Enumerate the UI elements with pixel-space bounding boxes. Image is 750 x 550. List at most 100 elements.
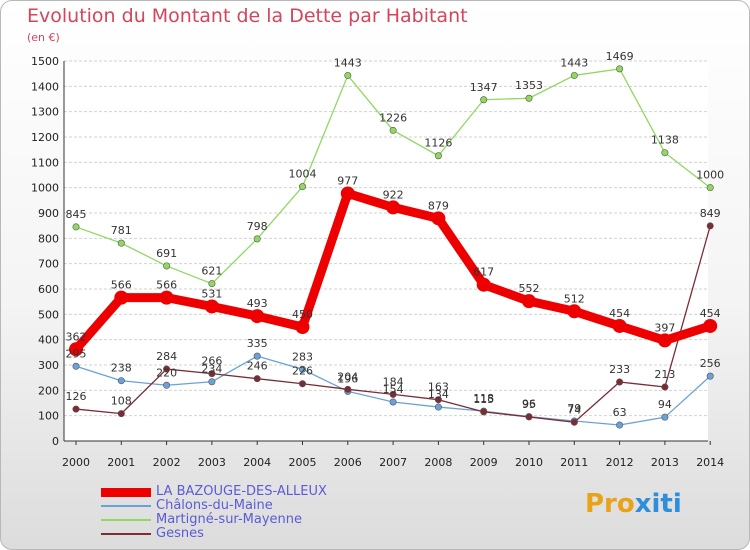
legend-item: Gesnes: [101, 527, 327, 541]
data-point: [208, 280, 216, 288]
y-tick-label: 600: [38, 283, 59, 296]
legend-swatch: [101, 505, 151, 507]
y-tick-label: 0: [52, 435, 59, 448]
x-tick-label: 2001: [107, 456, 135, 469]
data-point: [661, 383, 669, 391]
legend-label: LA BAZOUGE-DES-ALLEUX: [156, 484, 327, 499]
data-point: [389, 126, 397, 134]
data-label: 617: [473, 266, 494, 279]
data-label: 115: [473, 393, 494, 406]
x-tick-label: 2006: [334, 456, 362, 469]
data-point: [72, 362, 80, 370]
data-label: 1353: [515, 79, 543, 92]
data-point: [298, 380, 306, 388]
data-point: [522, 294, 536, 309]
data-point: [612, 318, 627, 333]
data-point: [434, 403, 442, 411]
data-point: [298, 183, 306, 191]
x-tick-label: 2003: [198, 456, 226, 469]
data-label: 126: [66, 390, 87, 403]
data-point: [253, 352, 261, 360]
data-point: [476, 277, 491, 292]
data-label: 621: [201, 265, 222, 278]
brand-logo-part1: Pro: [585, 489, 635, 519]
x-tick-label: 2008: [424, 456, 452, 469]
data-point: [295, 320, 310, 334]
data-label: 335: [247, 337, 268, 350]
x-tick-label: 2004: [243, 456, 271, 469]
y-tick-label: 1400: [31, 80, 59, 93]
legend-item: LA BAZOUGE-DES-ALLEUX: [101, 485, 327, 499]
data-point: [208, 378, 216, 386]
data-label: 566: [111, 279, 132, 292]
data-label: 108: [111, 395, 132, 408]
data-label: 266: [201, 355, 222, 368]
data-point: [72, 223, 80, 231]
y-tick-label: 700: [38, 258, 59, 271]
x-tick-label: 2014: [696, 456, 724, 469]
data-label: 512: [564, 292, 585, 305]
data-point: [389, 390, 397, 398]
legend-label: Martigné-sur-Mayenne: [156, 512, 302, 527]
data-label: 204: [337, 370, 358, 383]
data-label: 1000: [696, 169, 724, 182]
data-label: 196: [337, 372, 358, 385]
chart-subtitle: (en €): [27, 31, 60, 44]
x-tick-label: 2013: [651, 456, 679, 469]
data-point: [253, 235, 261, 243]
data-point: [706, 372, 714, 380]
data-label: 1226: [379, 111, 407, 124]
data-label: 226: [292, 365, 313, 378]
data-label: 781: [111, 224, 132, 237]
y-tick-label: 1500: [31, 55, 59, 68]
data-label: 74: [567, 403, 581, 416]
x-tick-label: 2002: [153, 456, 181, 469]
x-tick-label: 2010: [515, 456, 543, 469]
data-label: 1126: [424, 137, 452, 150]
data-label: 691: [156, 247, 177, 260]
data-label: 79: [567, 402, 581, 415]
data-label: 454: [609, 307, 630, 320]
data-point: [657, 333, 672, 348]
chart-title: Evolution du Montant de la Dette par Hab…: [27, 5, 468, 27]
y-tick-label: 900: [38, 207, 59, 220]
data-label: 566: [156, 279, 177, 292]
data-label: 849: [700, 207, 721, 220]
y-tick-label: 1300: [31, 106, 59, 119]
data-point: [480, 96, 488, 104]
data-label: 118: [473, 392, 494, 405]
legend-label: Gesnes: [156, 526, 204, 541]
data-point: [117, 377, 125, 385]
data-label: 238: [111, 362, 132, 375]
brand-logo-part2: xiti: [634, 489, 682, 519]
data-point: [616, 65, 624, 73]
data-label: 96: [522, 398, 536, 411]
data-label: 879: [428, 199, 449, 212]
data-point: [163, 262, 171, 270]
data-label: 1469: [606, 50, 634, 63]
legend-label: Châlons-du-Maine: [156, 498, 273, 513]
data-label: 531: [201, 287, 222, 300]
data-point: [117, 239, 125, 247]
data-point: [386, 200, 401, 215]
data-point: [253, 375, 261, 383]
data-point: [570, 71, 578, 79]
data-label: 362: [66, 330, 87, 343]
data-point: [340, 186, 355, 201]
legend-item: Martigné-sur-Mayenne: [101, 513, 327, 527]
legend-swatch: [101, 519, 151, 521]
y-tick-label: 500: [38, 308, 59, 321]
data-point: [344, 385, 352, 393]
data-label: 454: [700, 307, 721, 320]
data-label: 154: [383, 383, 404, 396]
data-label: 1443: [560, 56, 588, 69]
data-point: [163, 381, 171, 389]
legend: LA BAZOUGE-DES-ALLEUX Châlons-du-Maine Mar…: [101, 485, 327, 541]
y-tick-label: 1200: [31, 131, 59, 144]
legend-swatch: [101, 533, 151, 535]
data-label: 1004: [289, 168, 317, 181]
data-label: 552: [519, 282, 540, 295]
data-label: 295: [66, 347, 87, 360]
data-label: 1138: [651, 134, 679, 147]
data-label: 1347: [470, 81, 498, 94]
